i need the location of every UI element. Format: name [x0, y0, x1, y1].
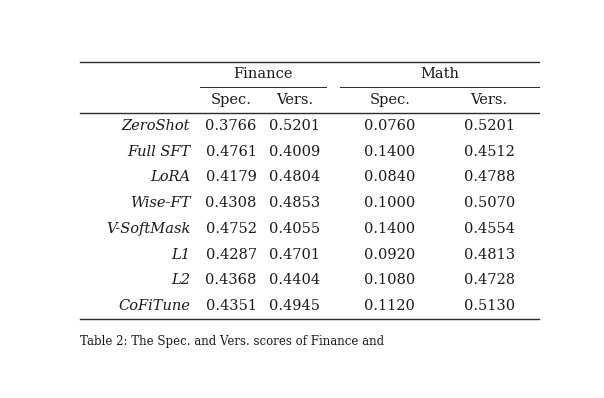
Text: 0.4512: 0.4512: [464, 144, 515, 159]
Text: 0.5201: 0.5201: [464, 119, 515, 133]
Text: Spec.: Spec.: [369, 93, 410, 107]
Text: 0.1400: 0.1400: [364, 144, 416, 159]
Text: 0.0760: 0.0760: [364, 119, 416, 133]
Text: 0.4308: 0.4308: [205, 196, 257, 210]
Text: L2: L2: [171, 273, 190, 287]
Text: 0.1080: 0.1080: [364, 273, 416, 287]
Text: 0.1120: 0.1120: [364, 299, 415, 313]
Text: 0.4055: 0.4055: [269, 222, 320, 236]
Text: 0.3766: 0.3766: [205, 119, 257, 133]
Text: 0.4009: 0.4009: [269, 144, 320, 159]
Text: 0.4813: 0.4813: [464, 248, 515, 261]
Text: 0.4728: 0.4728: [464, 273, 515, 287]
Text: 0.0920: 0.0920: [364, 248, 416, 261]
Text: 0.4404: 0.4404: [269, 273, 320, 287]
Text: 0.4554: 0.4554: [464, 222, 515, 236]
Text: 0.4287: 0.4287: [205, 248, 257, 261]
Text: 0.4179: 0.4179: [206, 170, 257, 184]
Text: 0.5201: 0.5201: [269, 119, 320, 133]
Text: 0.5130: 0.5130: [464, 299, 515, 313]
Text: Table 2: The Spec. and Vers. scores of Finance and: Table 2: The Spec. and Vers. scores of F…: [80, 336, 384, 349]
Text: Vers.: Vers.: [471, 93, 508, 107]
Text: Spec.: Spec.: [211, 93, 252, 107]
Text: 0.4351: 0.4351: [205, 299, 257, 313]
Text: Finance: Finance: [233, 67, 292, 82]
Text: LoRA: LoRA: [150, 170, 190, 184]
Text: ZeroShot: ZeroShot: [121, 119, 190, 133]
Text: 0.4761: 0.4761: [205, 144, 257, 159]
Text: Full SFT: Full SFT: [127, 144, 190, 159]
Text: CoFiTune: CoFiTune: [118, 299, 190, 313]
Text: 0.4368: 0.4368: [205, 273, 257, 287]
Text: Math: Math: [420, 67, 459, 82]
Text: V-SoftMask: V-SoftMask: [106, 222, 190, 236]
Text: Vers.: Vers.: [276, 93, 313, 107]
Text: L1: L1: [171, 248, 190, 261]
Text: 0.1400: 0.1400: [364, 222, 416, 236]
Text: 0.0840: 0.0840: [364, 170, 416, 184]
Text: 0.4853: 0.4853: [269, 196, 320, 210]
Text: 0.4752: 0.4752: [205, 222, 257, 236]
Text: 0.4804: 0.4804: [269, 170, 320, 184]
Text: Wise-FT: Wise-FT: [130, 196, 190, 210]
Text: 0.4701: 0.4701: [269, 248, 320, 261]
Text: 0.1000: 0.1000: [364, 196, 416, 210]
Text: 0.5070: 0.5070: [463, 196, 515, 210]
Text: 0.4945: 0.4945: [269, 299, 320, 313]
Text: 0.4788: 0.4788: [463, 170, 515, 184]
